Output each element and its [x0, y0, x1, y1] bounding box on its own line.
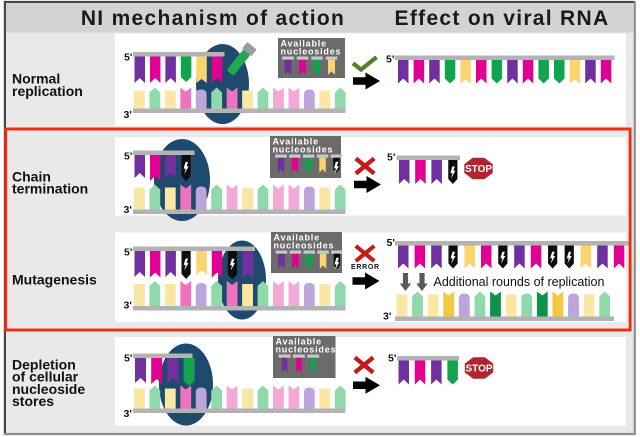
- svg-text:stores: stores: [12, 393, 54, 409]
- svg-text:nucleosides: nucleosides: [281, 47, 342, 57]
- svg-text:Available: Available: [276, 337, 322, 347]
- svg-text:ERROR: ERROR: [351, 264, 380, 271]
- svg-text:nucleosides: nucleosides: [276, 345, 337, 355]
- svg-text:5': 5': [124, 352, 132, 364]
- svg-text:3': 3': [124, 408, 132, 420]
- svg-text:Normal: Normal: [12, 71, 60, 87]
- svg-text:5': 5': [124, 150, 132, 162]
- svg-text:nucleosides: nucleosides: [274, 241, 335, 251]
- svg-text:5': 5': [124, 51, 132, 63]
- svg-text:Additional rounds of replicati: Additional rounds of replication: [434, 275, 605, 289]
- svg-text:Effect on viral RNA: Effect on viral RNA: [395, 7, 610, 30]
- svg-text:Available: Available: [281, 39, 327, 49]
- svg-text:nucleoside: nucleoside: [12, 381, 85, 397]
- svg-text:3': 3': [124, 300, 132, 312]
- svg-text:5': 5': [388, 353, 396, 365]
- svg-text:of cellular: of cellular: [12, 369, 79, 385]
- svg-text:STOP: STOP: [465, 364, 492, 375]
- svg-text:STOP: STOP: [465, 164, 492, 175]
- svg-text:Available: Available: [273, 137, 319, 147]
- svg-text:replication: replication: [12, 83, 83, 99]
- svg-text:nucleosides: nucleosides: [273, 145, 334, 155]
- svg-text:5': 5': [124, 246, 132, 258]
- svg-text:5': 5': [387, 152, 395, 164]
- svg-text:Chain: Chain: [12, 169, 51, 185]
- svg-text:Depletion: Depletion: [12, 357, 76, 373]
- svg-text:3': 3': [383, 311, 391, 323]
- svg-text:5': 5': [387, 237, 395, 249]
- svg-text:3': 3': [124, 109, 132, 121]
- svg-text:termination: termination: [12, 181, 88, 197]
- svg-text:5': 5': [386, 53, 394, 65]
- svg-text:Available: Available: [274, 233, 320, 243]
- svg-text:NI mechanism of action: NI mechanism of action: [81, 7, 345, 30]
- svg-text:3': 3': [124, 204, 132, 216]
- svg-text:Mutagenesis: Mutagenesis: [12, 272, 97, 288]
